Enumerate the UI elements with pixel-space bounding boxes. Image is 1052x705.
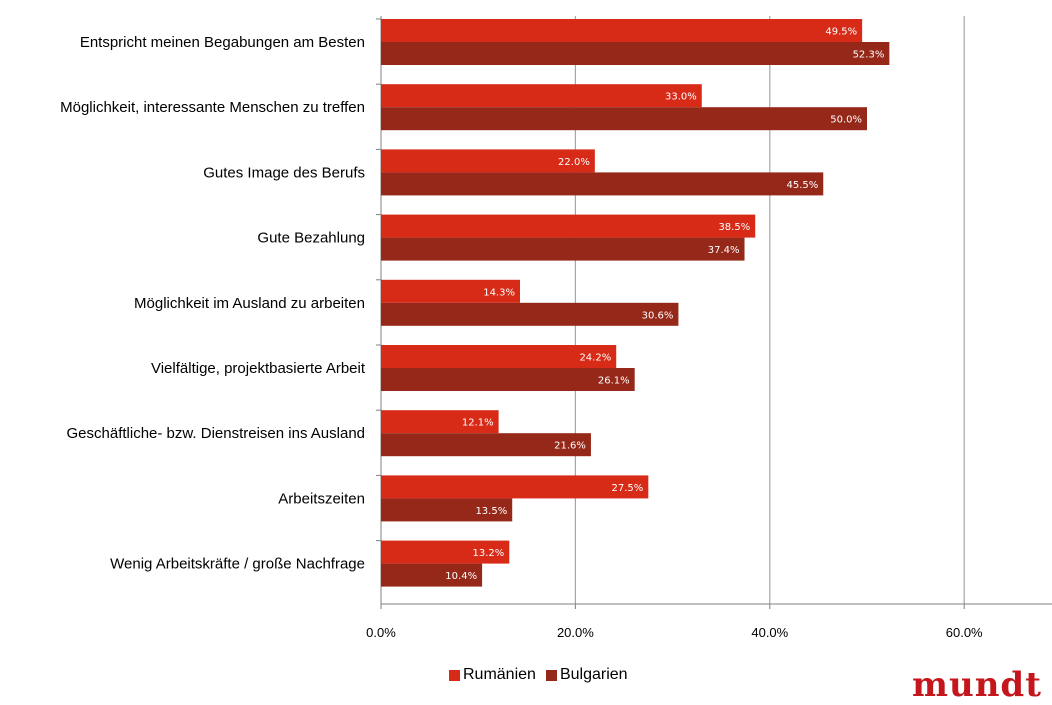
bar-rumaenien (381, 475, 649, 499)
data-label: 26.1% (598, 376, 630, 387)
category-label: Möglichkeit, interessante Menschen zu tr… (60, 99, 365, 116)
category-label: Geschäftliche- bzw. Dienstreisen ins Aus… (67, 425, 365, 442)
data-label: 12.1% (462, 418, 494, 429)
category-label: Gutes Image des Berufs (203, 164, 365, 181)
legend-swatch-rumaenien (449, 669, 460, 681)
category-label: Arbeitszeiten (278, 490, 365, 507)
x-tick-label: 60.0% (946, 625, 983, 640)
bar-rumaenien (381, 19, 863, 42)
bar-bulgarien (381, 42, 890, 65)
data-label: 22.0% (558, 157, 590, 168)
bar-rumaenien (381, 149, 595, 173)
legend-swatch-bulgarien (545, 669, 557, 681)
bar-bulgarien (381, 107, 867, 131)
bar-bulgarien (381, 302, 679, 326)
category-label: Wenig Arbeitskräfte / große Nachfrage (110, 556, 365, 573)
bar-rumaenien (381, 345, 617, 368)
data-label: 10.4% (445, 571, 477, 582)
x-tick-label: 20.0% (557, 625, 594, 640)
data-label: 27.5% (612, 483, 644, 494)
legend-label-bulgarien: Bulgarien (559, 666, 628, 683)
data-label: 14.3% (483, 287, 515, 298)
x-tick-label: 40.0% (751, 625, 788, 640)
data-label: 21.6% (554, 441, 586, 452)
bar-bulgarien (381, 563, 483, 587)
bar-bulgarien (381, 172, 824, 196)
mundt-logo: mundt (912, 665, 1042, 705)
data-label: 52.3% (853, 50, 885, 61)
bar-chart: 0.0% 20.0% 40.0% 60.0% Entspricht meinen Beg… (60, 16, 1052, 640)
category-label: Entspricht meinen Begabungen am Besten (80, 34, 365, 51)
data-label: 30.6% (642, 310, 674, 321)
data-label: 38.5% (718, 222, 750, 233)
bar-bulgarien (381, 433, 591, 457)
data-label: 33.0% (665, 92, 697, 103)
data-label: 45.5% (786, 180, 818, 191)
data-label: 24.2% (579, 353, 611, 364)
bar-bulgarien (381, 237, 745, 261)
data-label: 13.2% (473, 548, 505, 559)
x-tick-label: 0.0% (366, 625, 396, 640)
bar-rumaenien (381, 214, 756, 238)
bar-bulgarien (381, 368, 635, 391)
legend: Rumänien Bulgarien (449, 666, 638, 684)
category-label: Möglichkeit im Ausland zu arbeiten (134, 295, 365, 312)
category-label: Gute Bezahlung (257, 230, 365, 247)
bar-rumaenien (381, 410, 499, 434)
bar-bulgarien (381, 498, 513, 522)
legend-item-bulgarien: Bulgarien (545, 666, 628, 684)
legend-label-rumaenien: Rumänien (463, 666, 536, 683)
bar-rumaenien (381, 84, 702, 108)
bar-rumaenien (381, 540, 510, 564)
category-label: Vielfältige, projektbasierte Arbeit (151, 360, 366, 377)
bar-rumaenien (381, 279, 520, 303)
data-label: 37.4% (708, 245, 740, 256)
legend-item-rumaenien: Rumänien (449, 666, 536, 684)
data-label: 49.5% (825, 27, 857, 38)
data-label: 13.5% (475, 506, 507, 517)
data-label: 50.0% (830, 115, 862, 126)
